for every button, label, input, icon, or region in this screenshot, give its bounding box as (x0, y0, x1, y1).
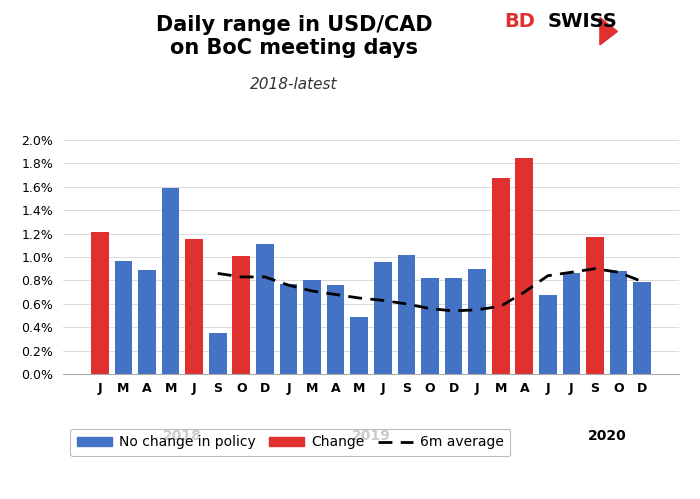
Bar (539, 294, 556, 374)
Text: 2020: 2020 (587, 429, 626, 444)
Bar (327, 285, 344, 374)
Bar (303, 280, 321, 374)
Bar (515, 159, 533, 374)
Bar (351, 317, 368, 374)
Bar (634, 281, 651, 374)
Bar (374, 261, 391, 374)
Text: BD: BD (504, 12, 535, 31)
Bar (162, 188, 179, 374)
Bar (91, 233, 108, 374)
Bar (115, 260, 132, 374)
Bar (444, 278, 463, 374)
Bar (610, 271, 627, 374)
Bar (209, 333, 227, 374)
Text: SWISS: SWISS (547, 12, 617, 31)
Bar (398, 254, 415, 374)
Bar (468, 269, 486, 374)
Text: Daily range in USD/CAD
on BoC meeting days: Daily range in USD/CAD on BoC meeting da… (155, 15, 433, 58)
Bar (492, 179, 510, 374)
Legend: No change in policy, Change, 6m average: No change in policy, Change, 6m average (70, 429, 510, 457)
Bar (186, 240, 203, 374)
Bar (421, 278, 439, 374)
Bar (232, 256, 250, 374)
Bar (138, 270, 156, 374)
Bar (279, 284, 298, 374)
Bar (256, 244, 274, 374)
Text: 2018: 2018 (163, 429, 202, 444)
Text: 2018-latest: 2018-latest (251, 77, 337, 92)
Text: 2019: 2019 (351, 429, 391, 444)
Bar (586, 237, 604, 374)
Bar (563, 273, 580, 374)
